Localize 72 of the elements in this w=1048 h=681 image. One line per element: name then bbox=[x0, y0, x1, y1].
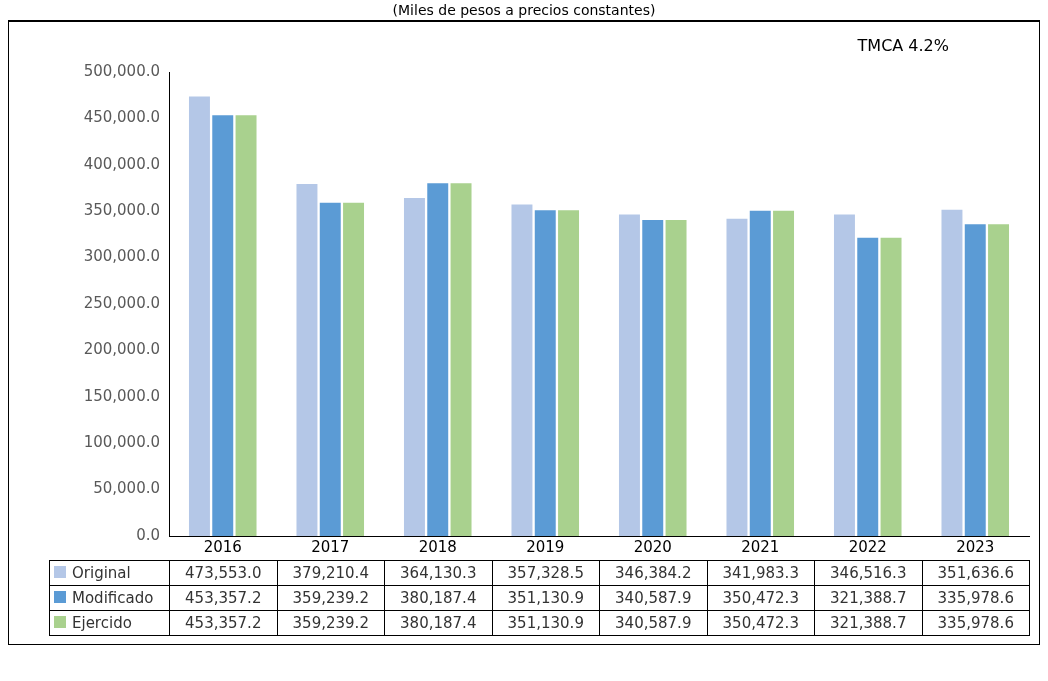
x-tick-label: 2023 bbox=[956, 537, 995, 556]
y-tick-label: 350,000.0 bbox=[83, 201, 160, 220]
y-tick-label: 150,000.0 bbox=[83, 386, 160, 405]
bar bbox=[534, 210, 556, 536]
data-label: 453,357.2 bbox=[169, 585, 277, 611]
bar bbox=[212, 115, 234, 536]
bar bbox=[988, 224, 1010, 536]
bar bbox=[343, 202, 365, 536]
chart-title: (Miles de pesos a precios constantes) bbox=[391, 2, 657, 18]
data-label: 346,384.2 bbox=[599, 560, 707, 586]
y-tick-label: 500,000.0 bbox=[83, 61, 160, 80]
bar bbox=[296, 184, 318, 536]
bar bbox=[403, 198, 425, 536]
data-label: 359,239.2 bbox=[277, 610, 385, 636]
data-label: 350,472.3 bbox=[707, 610, 815, 636]
data-label: 364,130.3 bbox=[384, 560, 492, 586]
bar bbox=[427, 183, 449, 536]
bar bbox=[964, 224, 986, 536]
bar bbox=[558, 210, 580, 536]
data-label: 350,472.3 bbox=[707, 585, 815, 611]
bar bbox=[188, 96, 210, 536]
x-tick-label: 2022 bbox=[848, 537, 887, 556]
data-label: 321,388.7 bbox=[814, 585, 922, 611]
data-label: 453,357.2 bbox=[169, 610, 277, 636]
bar bbox=[773, 210, 795, 536]
bar bbox=[880, 237, 902, 536]
data-label: 380,187.4 bbox=[384, 585, 492, 611]
x-tick-label: 2016 bbox=[203, 537, 242, 556]
x-tick-label: 2020 bbox=[633, 537, 672, 556]
bar bbox=[665, 219, 687, 536]
bar bbox=[618, 214, 640, 536]
legend-label: Original bbox=[49, 560, 170, 586]
data-label: 346,516.3 bbox=[814, 560, 922, 586]
bar bbox=[833, 214, 855, 536]
legend-label: Ejercido bbox=[49, 610, 170, 636]
data-label: 351,636.6 bbox=[922, 560, 1030, 586]
legend-label: Modificado bbox=[49, 585, 170, 611]
data-label: 351,130.9 bbox=[492, 585, 600, 611]
data-label: 340,587.9 bbox=[599, 585, 707, 611]
y-tick-label: 450,000.0 bbox=[83, 108, 160, 127]
bar bbox=[749, 210, 771, 536]
data-label: 357,328.5 bbox=[492, 560, 600, 586]
data-label: 359,239.2 bbox=[277, 585, 385, 611]
y-tick-label: 300,000.0 bbox=[83, 247, 160, 266]
bar bbox=[857, 237, 879, 536]
data-label: 351,130.9 bbox=[492, 610, 600, 636]
data-label: 380,187.4 bbox=[384, 610, 492, 636]
y-tick-label: 100,000.0 bbox=[83, 433, 160, 452]
y-tick-label: 50,000.0 bbox=[93, 479, 160, 498]
data-label: 473,553.0 bbox=[169, 560, 277, 586]
data-label: 341,983.3 bbox=[707, 560, 815, 586]
data-label: 340,587.9 bbox=[599, 610, 707, 636]
data-label: 321,388.7 bbox=[814, 610, 922, 636]
y-tick-label: 250,000.0 bbox=[83, 293, 160, 312]
text: TMCA 4.2% bbox=[857, 36, 949, 55]
y-tick-label: 200,000.0 bbox=[83, 340, 160, 359]
data-label: 379,210.4 bbox=[277, 560, 385, 586]
data-label: 335,978.6 bbox=[922, 610, 1030, 636]
x-tick-label: 2021 bbox=[741, 537, 780, 556]
bar bbox=[511, 204, 533, 536]
bar bbox=[319, 202, 341, 536]
data-label: 335,978.6 bbox=[922, 585, 1030, 611]
x-tick-label: 2019 bbox=[526, 537, 565, 556]
bar bbox=[450, 183, 472, 536]
y-tick-label: 400,000.0 bbox=[83, 154, 160, 173]
bar bbox=[726, 218, 748, 536]
x-tick-label: 2017 bbox=[311, 537, 350, 556]
bar bbox=[941, 209, 963, 536]
y-tick-label: 0.0 bbox=[136, 525, 160, 544]
bar bbox=[642, 219, 664, 536]
bar bbox=[235, 115, 257, 536]
x-tick-label: 2018 bbox=[418, 537, 457, 556]
